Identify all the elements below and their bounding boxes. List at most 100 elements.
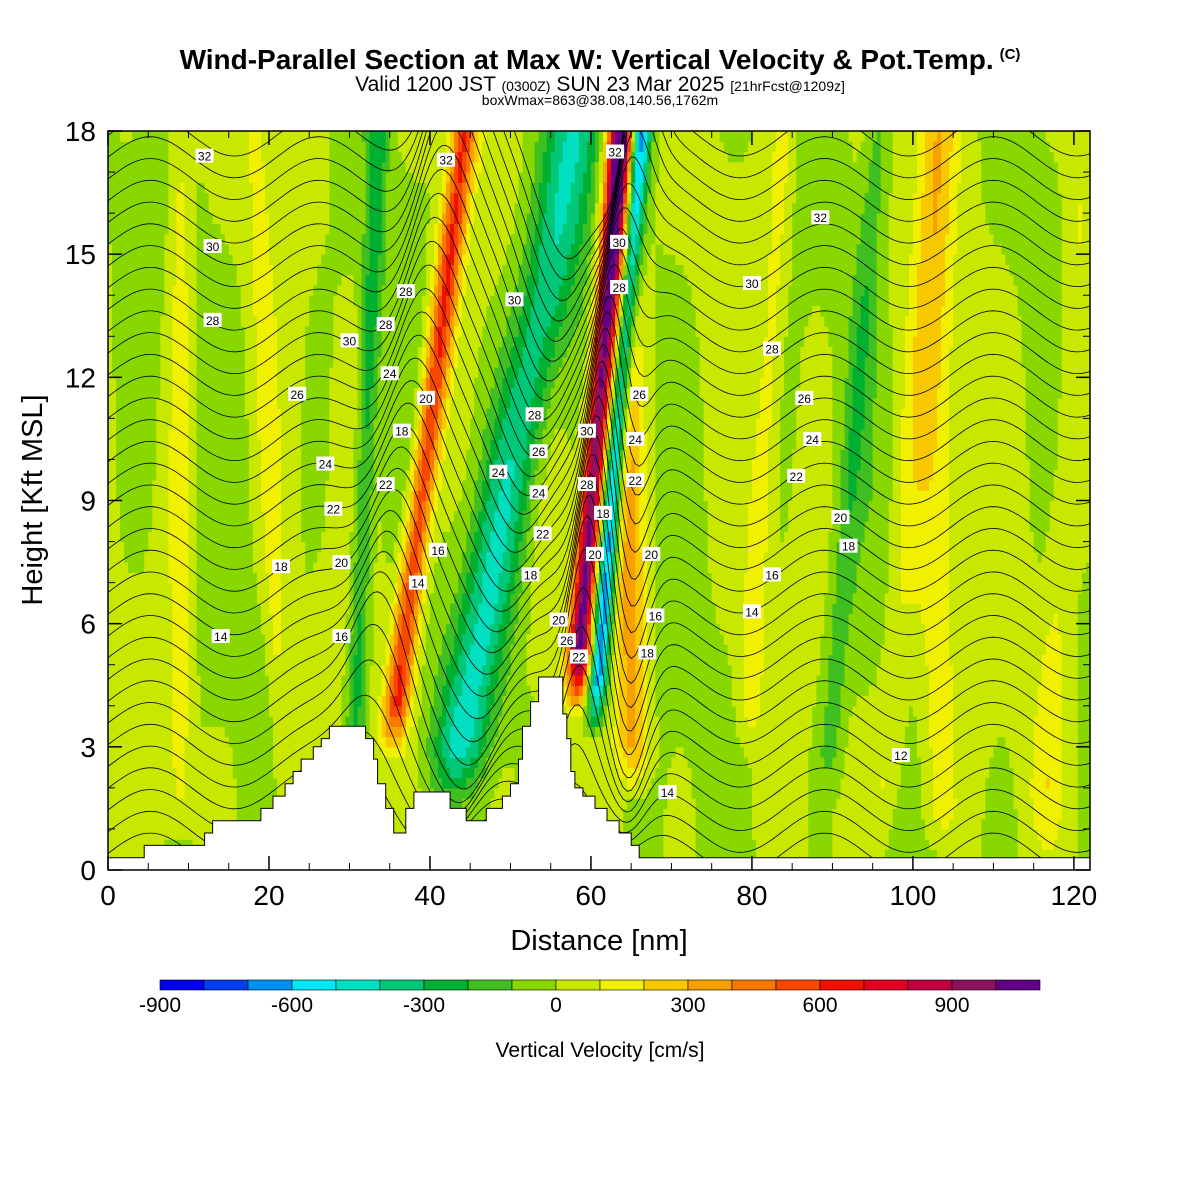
velocity-cell (357, 490, 363, 502)
velocity-cell (349, 521, 355, 532)
velocity-cell (365, 695, 371, 707)
velocity-cell (220, 367, 226, 378)
velocity-cell (256, 562, 262, 573)
velocity-cell (281, 397, 286, 409)
velocity-cell (369, 674, 375, 686)
velocity-cell (160, 828, 165, 840)
velocity-cell (361, 664, 367, 676)
velocity-cell (325, 367, 330, 378)
velocity-cell (216, 223, 222, 235)
velocity-cell (309, 716, 314, 727)
velocity-cell (309, 746, 314, 758)
velocity-cell (365, 531, 371, 543)
velocity-cell (285, 572, 290, 584)
velocity-cell (128, 664, 133, 676)
velocity-cell (349, 346, 355, 358)
velocity-cell (144, 438, 149, 450)
velocity-cell (216, 705, 222, 717)
velocity-cell (252, 223, 258, 235)
velocity-cell (248, 500, 254, 512)
velocity-cell (236, 377, 242, 389)
velocity-cell (301, 592, 306, 604)
velocity-cell (244, 151, 250, 163)
velocity-cell (381, 161, 387, 173)
velocity-cell (172, 726, 178, 738)
velocity-cell (216, 377, 222, 389)
velocity-cell (297, 346, 302, 358)
velocity-cell (228, 705, 234, 717)
velocity-cell (144, 264, 149, 276)
velocity-cell (313, 582, 318, 594)
velocity-cell (116, 233, 121, 245)
velocity-cell (112, 490, 117, 502)
velocity-cell (208, 356, 214, 368)
velocity-cell (188, 839, 194, 851)
velocity-cell (204, 685, 210, 697)
velocity-cell (345, 172, 351, 183)
velocity-cell (337, 367, 343, 378)
velocity-cell (268, 757, 274, 768)
velocity-cell (256, 459, 262, 471)
velocity-cell (124, 469, 129, 481)
velocity-cell (144, 582, 149, 594)
velocity-cell (305, 551, 310, 563)
velocity-cell (349, 705, 355, 717)
velocity-cell (220, 408, 226, 419)
velocity-cell (248, 254, 254, 266)
velocity-cell (281, 469, 286, 481)
velocity-cell (116, 161, 121, 173)
velocity-cell (361, 377, 367, 389)
velocity-cell (108, 572, 113, 584)
velocity-cell (260, 172, 266, 183)
velocity-cell (313, 726, 318, 738)
velocity-cell (216, 510, 222, 522)
velocity-cell (200, 131, 206, 142)
velocity-cell (377, 387, 383, 399)
velocity-cell (224, 428, 230, 440)
velocity-cell (361, 654, 367, 666)
velocity-cell (160, 490, 165, 502)
velocity-cell (329, 623, 334, 635)
velocity-cell (252, 284, 258, 296)
velocity-cell (317, 674, 322, 686)
velocity-cell (341, 387, 347, 399)
velocity-cell (313, 161, 318, 173)
velocity-cell (172, 613, 178, 625)
velocity-cell (317, 633, 322, 645)
velocity-cell (337, 716, 343, 727)
velocity-cell (268, 490, 274, 502)
velocity-cell (168, 490, 173, 502)
velocity-cell (277, 449, 282, 461)
velocity-cell (120, 572, 125, 584)
velocity-cell (228, 254, 234, 266)
velocity-cell (325, 521, 330, 532)
velocity-cell (120, 305, 125, 317)
velocity-cell (273, 223, 278, 235)
velocity-cell (108, 408, 113, 419)
velocity-cell (337, 664, 343, 676)
velocity-cell (313, 336, 318, 348)
velocity-cell (373, 490, 379, 502)
velocity-cell (124, 623, 129, 635)
velocity-cell (108, 798, 113, 810)
velocity-cell (124, 592, 129, 604)
velocity-cell (285, 438, 290, 450)
velocity-cell (357, 233, 363, 245)
velocity-cell (112, 798, 117, 810)
velocity-cell (196, 490, 202, 502)
velocity-cell (240, 644, 246, 656)
velocity-cell (313, 664, 318, 676)
velocity-cell (172, 449, 178, 461)
velocity-cell (325, 192, 330, 204)
velocity-cell (353, 172, 359, 183)
velocity-cell (381, 633, 387, 645)
velocity-cell (268, 202, 274, 214)
velocity-cell (309, 510, 314, 522)
velocity-cell (361, 161, 367, 173)
velocity-cell (349, 202, 355, 214)
velocity-cell (152, 695, 157, 707)
velocity-cell (381, 746, 387, 758)
velocity-cell (192, 828, 198, 840)
velocity-cell (240, 767, 246, 779)
velocity-cell (172, 387, 178, 399)
